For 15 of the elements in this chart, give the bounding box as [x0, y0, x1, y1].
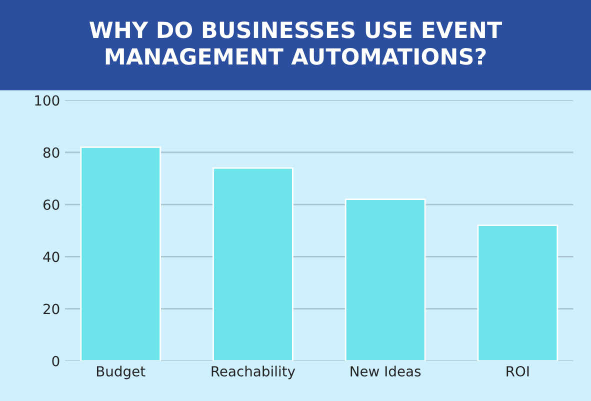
x-tick-label: New Ideas [350, 366, 421, 377]
y-tick-label: 60 [43, 199, 60, 210]
bar [212, 167, 294, 361]
x-tick-label: ROI [506, 366, 529, 377]
bar [344, 198, 426, 361]
x-tick-label: Reachability [212, 366, 296, 380]
y-tick-label: 80 [43, 147, 60, 158]
bar [80, 146, 162, 361]
y-tick-label: 20 [43, 304, 60, 314]
chart-title: WHY DO BUSINESSES USE EVENT MANAGEMENT AUTOMATIONS? [90, 21, 502, 65]
y-tick-label: 40 [43, 252, 60, 262]
y-tick-label: 100 [35, 95, 60, 106]
y-tick-label: 0 [52, 356, 60, 366]
bar [477, 224, 558, 361]
x-tick-label: Budget [96, 366, 146, 380]
